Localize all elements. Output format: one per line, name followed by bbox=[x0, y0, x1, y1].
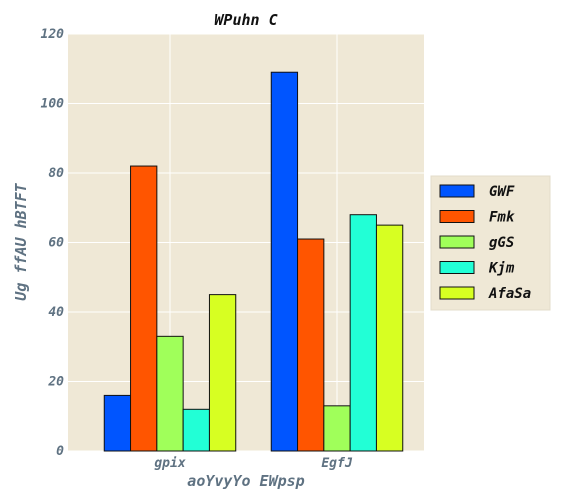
bar-GWF-gpix bbox=[103, 394, 132, 452]
y-tick-label: 0 bbox=[56, 444, 64, 459]
x-axis-label: aoYvyYo EWpsp bbox=[187, 472, 304, 490]
legend-swatch-gGS bbox=[439, 235, 475, 249]
y-tick-label: 20 bbox=[47, 375, 64, 390]
bar-gGS-EgfJ bbox=[323, 405, 351, 452]
legend-swatch-Fmk bbox=[439, 210, 475, 223]
y-ticks: 0 20 40 60 80 100 120 bbox=[41, 27, 65, 459]
bar-Fmk-gpix bbox=[130, 165, 158, 452]
y-axis-label: Ug ffAU hBTFT bbox=[12, 182, 30, 300]
legend-label: Kjm bbox=[488, 261, 515, 277]
legend-label: AfaSa bbox=[488, 286, 531, 302]
bar-AfaSa-gpix bbox=[208, 294, 237, 452]
bar-Fmk-EgfJ bbox=[297, 238, 325, 452]
legend-swatch-Kjm bbox=[439, 261, 475, 274]
bar-GWF-EgfJ bbox=[270, 71, 299, 452]
bar-Kjm-EgfJ bbox=[349, 214, 377, 452]
y-tick-label: 80 bbox=[48, 166, 64, 181]
y-tick-label: 120 bbox=[41, 27, 65, 42]
bars bbox=[103, 71, 404, 452]
x-tick-label: gpix bbox=[154, 456, 185, 471]
legend-swatch-AfaSa bbox=[439, 286, 475, 300]
legend-label: GWF bbox=[489, 184, 515, 200]
x-ticks: gpix EgfJ bbox=[154, 456, 352, 471]
y-tick-label: 60 bbox=[48, 236, 64, 251]
chart-title: WPuhn C bbox=[214, 11, 277, 29]
bar-AfaSa-EgfJ bbox=[375, 224, 404, 452]
legend: GWF Fmk gGS Kjm AfaSa bbox=[430, 175, 551, 311]
legend-label: gGS bbox=[489, 235, 514, 251]
y-tick-label: 40 bbox=[48, 305, 64, 320]
bar-Kjm-gpix bbox=[182, 408, 210, 452]
x-tick-label: EgfJ bbox=[321, 456, 352, 471]
y-tick-label: 100 bbox=[41, 97, 65, 112]
legend-swatch-GWF bbox=[439, 184, 475, 198]
legend-label: Fmk bbox=[489, 210, 515, 226]
bar-gGS-gpix bbox=[156, 335, 184, 452]
